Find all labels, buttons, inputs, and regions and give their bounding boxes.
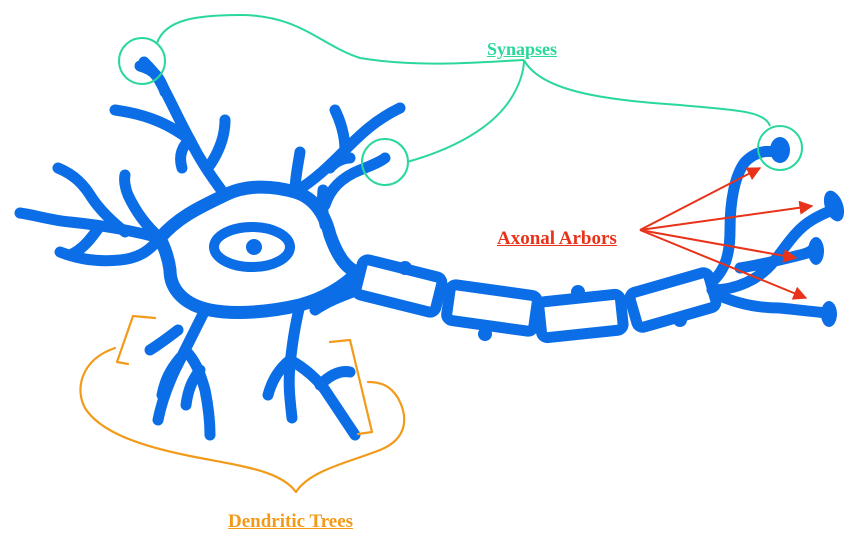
dendritic-bracket-right — [328, 338, 374, 436]
myelin-segment-2 — [441, 279, 543, 337]
terminal-bulb-1 — [770, 137, 790, 163]
synapses-annotation — [118, 13, 803, 186]
axon-terminal-bulbs — [770, 137, 845, 327]
axon-terminal — [706, 145, 838, 319]
arbor-arrow-3 — [639, 229, 798, 263]
neuron — [14, 56, 845, 441]
dendritic-trees-label: Dendritic Trees — [228, 511, 354, 532]
dendrite-left — [14, 162, 166, 267]
nucleus — [209, 222, 295, 272]
synapse-circle-right — [757, 125, 803, 171]
dendrite-upper-middle — [289, 102, 406, 198]
axonal-arbors-label: Axonal Arbors — [497, 228, 617, 249]
terminal-bulb-2 — [823, 190, 845, 222]
dendritic-bracket-left — [115, 314, 157, 366]
synapse-line-right — [523, 59, 771, 127]
myelin-segment-3 — [533, 288, 629, 344]
dendritic-trees-annotation — [79, 314, 406, 494]
nucleolus — [246, 239, 262, 255]
dendrite-synapse-right — [316, 152, 391, 231]
ranvier-nodes — [398, 261, 687, 341]
myelin-segment-4 — [624, 267, 722, 333]
dendritic-curly-brace — [79, 346, 406, 494]
arbor-arrow-1 — [639, 167, 762, 231]
arbor-arrow-4 — [639, 229, 808, 300]
synapse-circle-top-left — [118, 37, 166, 85]
dendrite-upper-left — [109, 56, 231, 201]
synapses-label: Synapses — [487, 39, 558, 59]
arbor-arrow-2 — [639, 200, 814, 231]
dendrite-lower-left — [144, 304, 216, 441]
synapse-line-middle — [406, 59, 525, 163]
synapse-line-top-left — [156, 13, 525, 65]
axonal-arbors-arrows — [639, 167, 814, 300]
terminal-bulb-4 — [821, 301, 837, 327]
terminal-bulb-3 — [808, 237, 824, 265]
